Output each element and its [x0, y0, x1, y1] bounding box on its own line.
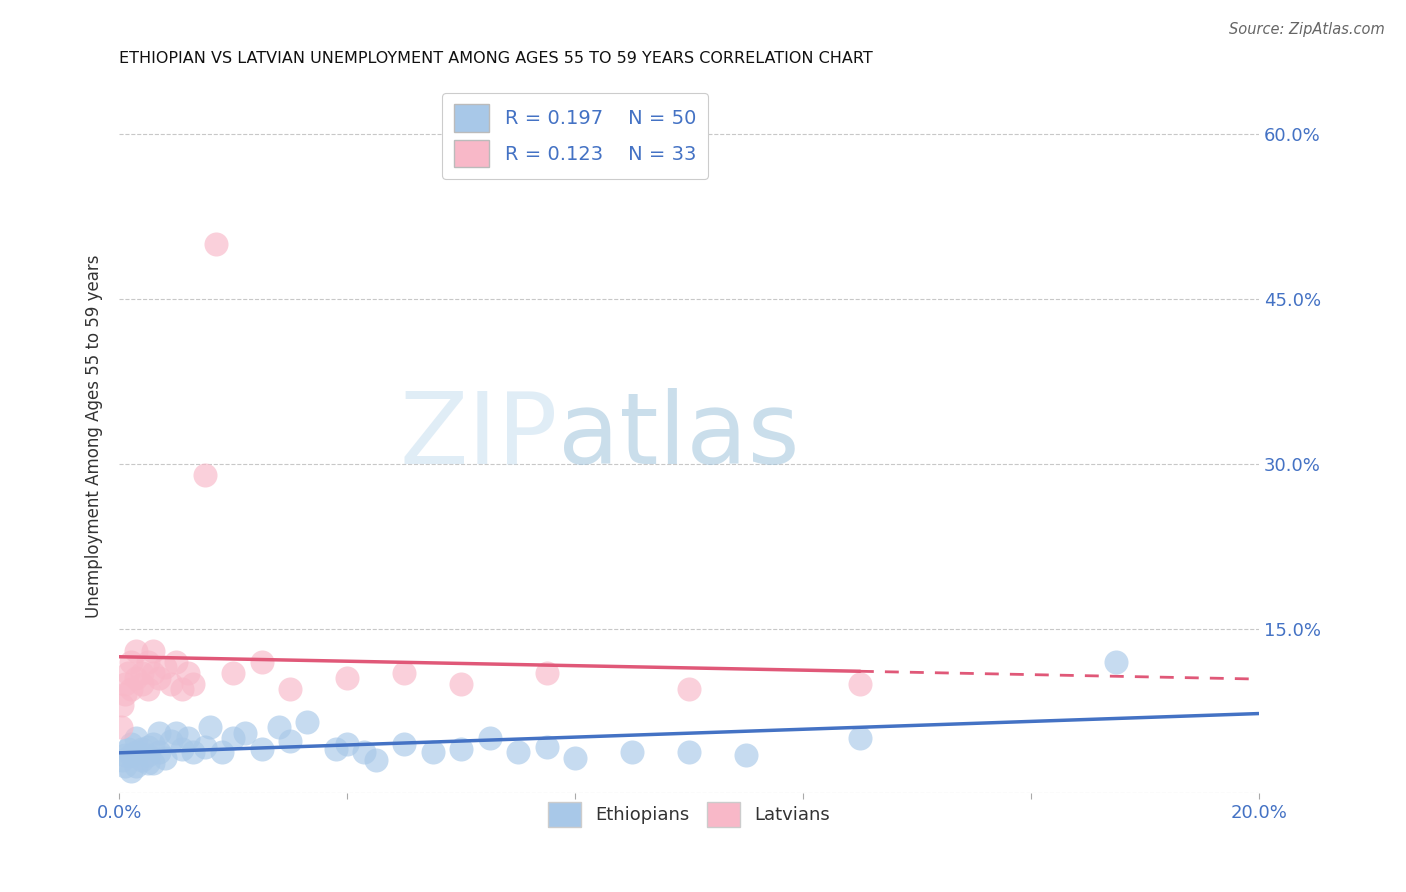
Point [194, 740, 217, 755]
Point [136, 740, 159, 755]
Text: ZIP: ZIP [399, 388, 558, 485]
Point [183, 745, 205, 759]
Point [136, 681, 159, 696]
Point [278, 681, 301, 696]
Point [422, 745, 444, 759]
Point [392, 665, 415, 680]
Point [564, 751, 586, 765]
Point [450, 742, 472, 756]
Point [111, 753, 134, 767]
Point [297, 714, 319, 729]
Point [120, 764, 142, 779]
Point [392, 737, 415, 751]
Point [148, 745, 170, 759]
Point [250, 655, 273, 669]
Point [233, 726, 256, 740]
Point [735, 747, 758, 762]
Point [165, 655, 187, 669]
Point [131, 742, 153, 756]
Point [506, 745, 529, 759]
Point [621, 745, 644, 759]
Y-axis label: Unemployment Among Ages 55 to 59 years: Unemployment Among Ages 55 to 59 years [86, 254, 103, 618]
Point [131, 676, 153, 690]
Text: Source: ZipAtlas.com: Source: ZipAtlas.com [1229, 22, 1385, 37]
Point [125, 643, 148, 657]
Point [211, 745, 233, 759]
Point [131, 665, 153, 680]
Point [194, 467, 217, 482]
Point [250, 742, 273, 756]
Point [170, 742, 193, 756]
Point [125, 745, 148, 759]
Point [136, 747, 159, 762]
Point [125, 731, 148, 746]
Point [200, 721, 222, 735]
Point [120, 737, 142, 751]
Point [678, 681, 700, 696]
Point [136, 655, 159, 669]
Point [336, 737, 359, 751]
Point [183, 676, 205, 690]
Point [478, 731, 501, 746]
Point [176, 665, 198, 680]
Point [142, 756, 165, 770]
Point [165, 726, 187, 740]
Point [114, 759, 136, 773]
Legend: Ethiopians, Latvians: Ethiopians, Latvians [541, 794, 837, 834]
Point [170, 681, 193, 696]
Point [153, 751, 176, 765]
Point [536, 665, 558, 680]
Point [267, 721, 290, 735]
Point [159, 733, 181, 747]
Point [325, 742, 347, 756]
Point [336, 671, 359, 685]
Point [148, 671, 170, 685]
Point [142, 643, 165, 657]
Point [678, 745, 700, 759]
Text: ETHIOPIAN VS LATVIAN UNEMPLOYMENT AMONG AGES 55 TO 59 YEARS CORRELATION CHART: ETHIOPIAN VS LATVIAN UNEMPLOYMENT AMONG … [120, 51, 873, 66]
Point [849, 731, 872, 746]
Point [278, 733, 301, 747]
Point [125, 671, 148, 685]
Point [120, 681, 142, 696]
Point [117, 665, 139, 680]
Point [111, 698, 134, 713]
Point [148, 726, 170, 740]
Point [159, 676, 181, 690]
Point [120, 655, 142, 669]
Point [110, 721, 132, 735]
Point [117, 742, 139, 756]
Point [114, 688, 136, 702]
Point [114, 676, 136, 690]
Point [364, 753, 387, 767]
Point [120, 747, 142, 762]
Point [353, 745, 375, 759]
Point [131, 753, 153, 767]
Point [536, 740, 558, 755]
Point [450, 676, 472, 690]
Point [222, 731, 245, 746]
Point [142, 665, 165, 680]
Point [153, 660, 176, 674]
Point [125, 759, 148, 773]
Point [222, 665, 245, 680]
Point [136, 756, 159, 770]
Point [849, 676, 872, 690]
Text: atlas: atlas [558, 388, 800, 485]
Point [1105, 655, 1128, 669]
Point [176, 731, 198, 746]
Point [142, 737, 165, 751]
Point [205, 237, 228, 252]
Point [114, 747, 136, 762]
